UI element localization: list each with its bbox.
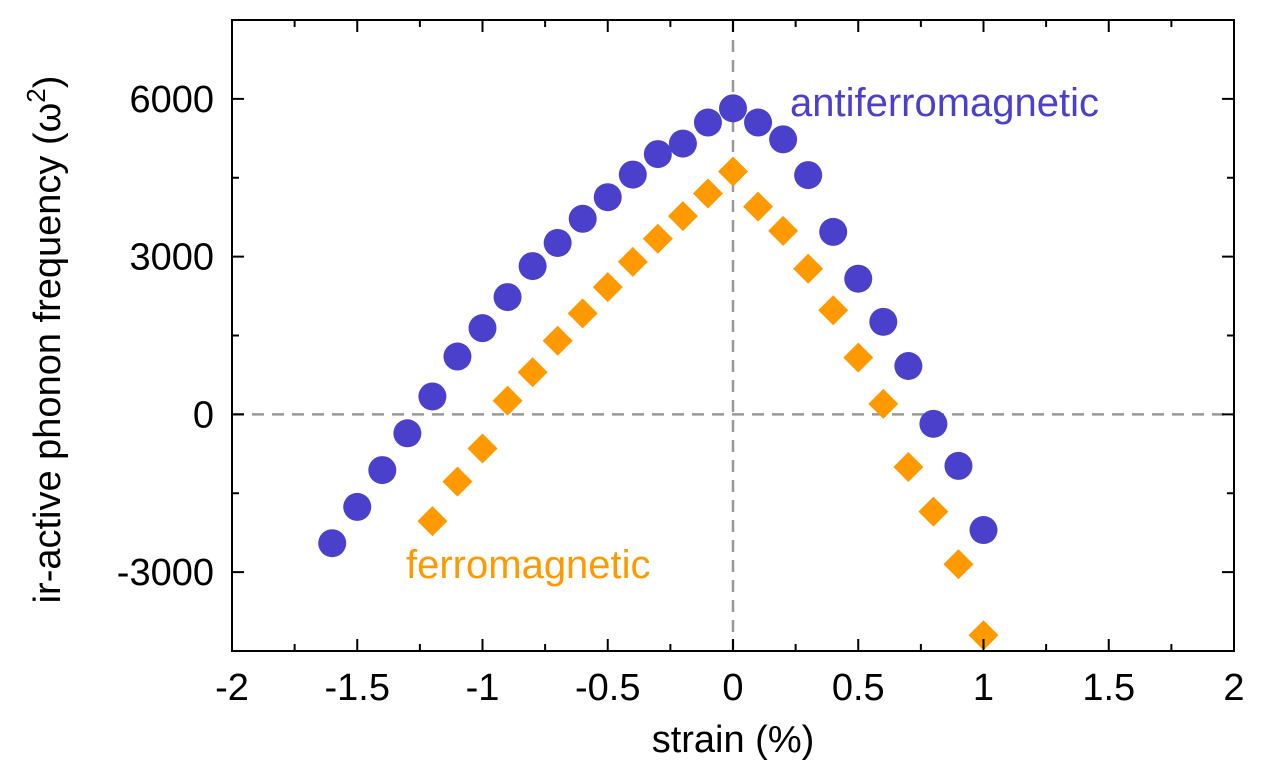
antiferromagnetic-point	[518, 252, 547, 281]
ferromagnetic-point	[743, 191, 774, 222]
antiferromagnetic-point	[719, 94, 747, 123]
ferromagnetic-point	[617, 246, 648, 277]
y-axis-title-superscript: 2	[21, 88, 51, 102]
x-tick-label: 1.5	[1082, 667, 1135, 709]
ferromagnetic-point	[592, 272, 623, 303]
series-layer	[318, 94, 999, 651]
antiferromagnetic-point	[468, 314, 497, 343]
ferromagnetic-point	[968, 620, 999, 651]
ferromagnetic-point	[868, 388, 899, 419]
x-tick-label: 0.5	[832, 667, 885, 709]
x-tick-label: -2	[215, 667, 249, 709]
antiferromagnetic-point	[794, 161, 823, 190]
ferromagnetic-series	[417, 156, 999, 651]
y-tick-labels: -3000 0 3000 6000	[117, 79, 214, 594]
tick-marks	[231, 19, 1235, 652]
ferromagnetic-point	[692, 178, 723, 209]
antiferromagnetic-point	[869, 307, 898, 336]
antiferromagnetic-point	[618, 160, 647, 189]
antiferromagnetic-point	[643, 140, 672, 169]
reference-lines	[232, 20, 1234, 651]
antiferromagnetic-point	[668, 129, 697, 158]
ferromagnetic-point	[893, 451, 924, 482]
ferromagnetic-point	[768, 215, 799, 246]
antiferromagnetic-point	[769, 125, 798, 154]
antiferromagnetic-point	[919, 409, 948, 438]
y-tick-label: 3000	[129, 237, 214, 279]
antiferromagnetic-point	[543, 228, 572, 257]
antiferromagnetic-point	[343, 492, 372, 521]
ferromagnetic-point	[818, 295, 849, 326]
antiferromagnetic-point	[493, 283, 522, 312]
ferromagnetic-point	[567, 298, 598, 329]
ferromagnetic-point	[517, 357, 548, 388]
antiferromagnetic-point	[844, 264, 873, 293]
ferromagnetic-point	[718, 156, 748, 187]
antiferromagnetic-point	[744, 108, 773, 137]
antiferromagnetic-point	[318, 529, 347, 558]
x-tick-labels: -2 -1.5 -1 -0.5 0 0.5 1 1.5 2	[215, 667, 1244, 709]
ferromagnetic-point	[642, 223, 673, 254]
antiferromagnetic-point	[568, 204, 597, 233]
x-tick-label: 1	[973, 667, 994, 709]
antiferromagnetic-point	[418, 382, 447, 411]
ferromagnetic-label: ferromagnetic	[406, 543, 651, 587]
y-axis-title: ir-active phonon frequency (ω2)	[21, 76, 69, 604]
x-tick-label: -1	[466, 667, 500, 709]
y-tick-label: -3000	[117, 552, 214, 594]
x-tick-label: 0	[722, 667, 743, 709]
antiferromagnetic-point	[443, 342, 472, 371]
antiferromagnetic-point	[944, 451, 973, 480]
ferromagnetic-point	[492, 385, 523, 416]
y-axis-title-close: )	[27, 76, 69, 89]
x-tick-label: -0.5	[575, 667, 640, 709]
ferromagnetic-point	[442, 466, 473, 497]
ferromagnetic-point	[667, 201, 698, 232]
y-axis-title-main: ir-active phonon frequency (ω	[27, 103, 69, 604]
x-axis-title: strain (%)	[652, 719, 815, 761]
ferromagnetic-point	[918, 496, 949, 527]
ferromagnetic-point	[542, 325, 573, 356]
ferromagnetic-point	[943, 549, 974, 580]
ferromagnetic-point	[417, 506, 448, 537]
antiferromagnetic-point	[368, 456, 397, 485]
antiferromagnetic-point	[969, 516, 998, 545]
antiferromagnetic-point	[593, 183, 622, 212]
antiferromagnetic-point	[693, 108, 722, 137]
ferromagnetic-point	[467, 433, 498, 464]
x-tick-label: -1.5	[325, 667, 390, 709]
antiferromagnetic-series	[318, 94, 998, 558]
antiferromagnetic-label: antiferromagnetic	[790, 81, 1099, 125]
antiferromagnetic-point	[393, 419, 422, 448]
y-tick-label: 6000	[129, 79, 214, 121]
x-tick-label: 2	[1223, 667, 1244, 709]
antiferromagnetic-point	[819, 217, 848, 246]
ferromagnetic-point	[843, 342, 874, 373]
antiferromagnetic-point	[894, 351, 923, 380]
ferromagnetic-point	[793, 253, 824, 284]
y-tick-label: 0	[193, 394, 214, 436]
